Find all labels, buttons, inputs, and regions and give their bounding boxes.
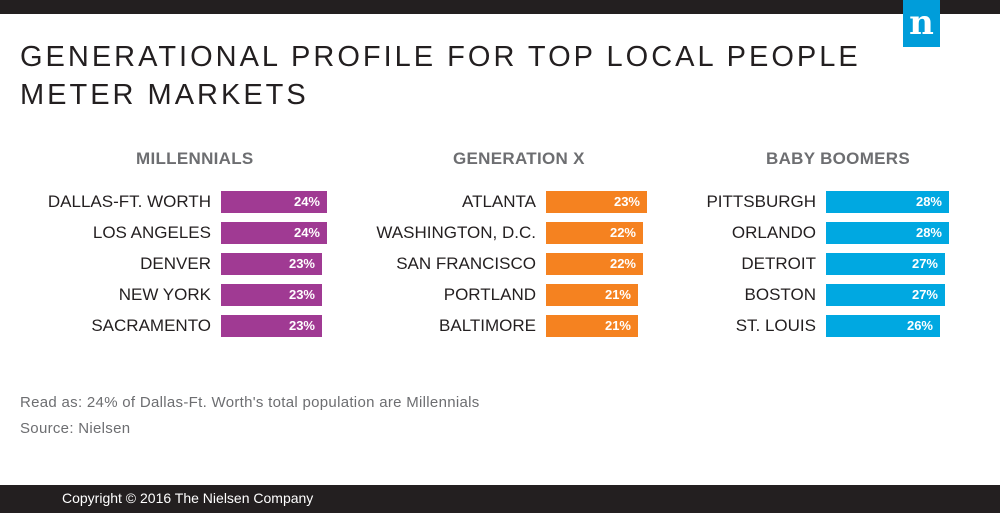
bar-value-label: 23% [288, 318, 315, 333]
bar-value-label: 24% [293, 225, 320, 240]
market-label: PITTSBURGH [706, 192, 816, 211]
bar: 27% [826, 284, 945, 306]
bar: 27% [826, 253, 945, 275]
bar: 23% [221, 315, 322, 337]
bar: 22% [546, 253, 643, 275]
bar-value-label: 27% [911, 256, 938, 271]
chart-title: GENERATIONAL PROFILE FOR TOP LOCAL PEOPL… [20, 41, 861, 111]
bar-value-label: 22% [609, 256, 636, 271]
market-label: ATLANTA [462, 192, 536, 211]
market-label: BOSTON [744, 285, 816, 304]
bar: 23% [221, 253, 322, 275]
bar: 28% [826, 191, 949, 213]
bar-value-label: 28% [915, 225, 942, 240]
footer-bar: Copyright © 2016 The Nielsen Company [0, 485, 1000, 513]
bar: 28% [826, 222, 949, 244]
bar: 23% [546, 191, 647, 213]
bar-value-label: 24% [293, 194, 320, 209]
bar-value-label: 22% [609, 225, 636, 240]
bar: 24% [221, 222, 327, 244]
market-label: ORLANDO [731, 223, 816, 242]
bar: 24% [221, 191, 327, 213]
bar-value-label: 27% [911, 287, 938, 302]
read-as-note: Read as: 24% of Dallas-Ft. Worth's total… [20, 394, 480, 411]
market-label: NEW YORK [118, 285, 211, 304]
logo-letter: n [909, 3, 934, 43]
group-heading-millennials: MILLENNIALS [136, 149, 254, 168]
bar: 26% [826, 315, 940, 337]
market-label: LOS ANGELES [92, 223, 211, 242]
copyright-text: Copyright © 2016 The Nielsen Company [62, 490, 314, 506]
group-heading-baby-boomers: BABY BOOMERS [766, 149, 911, 168]
market-label: WASHINGTON, D.C. [376, 223, 536, 242]
bar-value-label: 23% [288, 256, 315, 271]
bar-value-label: 21% [604, 287, 631, 302]
bar: 21% [546, 284, 638, 306]
group-heading-generation-x: GENERATION X [453, 149, 585, 168]
bar: 21% [546, 315, 638, 337]
market-label: PORTLAND [443, 285, 536, 304]
bar-value-label: 26% [906, 318, 933, 333]
market-label: ST. LOUIS [735, 316, 816, 335]
market-label: BALTIMORE [439, 316, 536, 335]
source-note: Source: Nielsen [20, 420, 131, 437]
bar: 23% [221, 284, 322, 306]
market-label: SAN FRANCISCO [396, 254, 536, 273]
nielsen-logo: n [903, 0, 940, 47]
bar: 22% [546, 222, 643, 244]
bar-value-label: 23% [613, 194, 640, 209]
bar-value-label: 21% [604, 318, 631, 333]
bar-value-label: 28% [915, 194, 942, 209]
bar-value-label: 23% [288, 287, 315, 302]
market-label: DENVER [140, 254, 211, 273]
market-label: SACRAMENTO [91, 316, 211, 335]
top-bar [0, 0, 1000, 14]
market-label: DALLAS-FT. WORTH [47, 192, 211, 211]
market-label: DETROIT [741, 254, 816, 273]
